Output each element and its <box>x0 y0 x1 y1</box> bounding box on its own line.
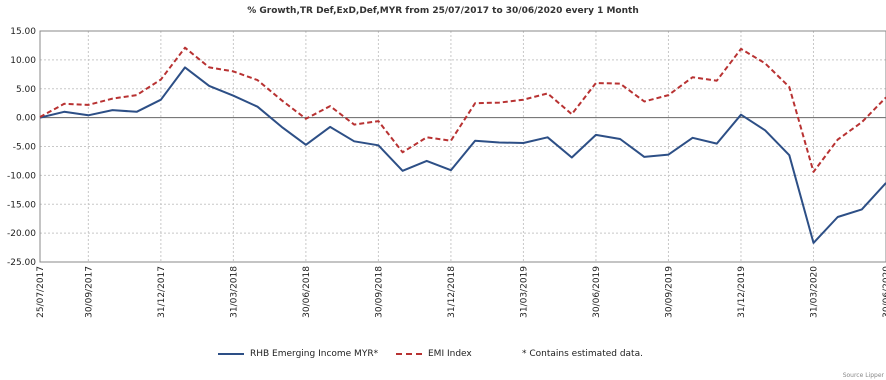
x-tick-label: 31/03/2019 <box>519 266 529 318</box>
y-tick-label: -15.00 <box>7 200 36 210</box>
y-tick-label: -20.00 <box>7 229 36 239</box>
x-tick-label: 25/07/2017 <box>36 266 46 318</box>
x-tick-label: 31/03/2020 <box>809 266 819 318</box>
y-tick-labels: 15.00 10.00 5.00 0.00 -5.00 -10.00 -15.00 -20.0… <box>7 27 36 268</box>
y-tick-label: -10.00 <box>7 171 36 181</box>
y-tick-label: 10.00 <box>10 56 36 66</box>
index-series-line <box>39 46 886 173</box>
x-tick-labels: 25/07/2017 30/09/2017 31/12/2017 31/03/2018… <box>36 266 886 318</box>
source-label: Source Lipper <box>842 372 884 379</box>
plot-frame <box>39 30 886 263</box>
x-tick-label: 30/06/2018 <box>302 266 312 318</box>
footnote: * Contains estimated data. <box>522 349 643 359</box>
x-tick-label: 30/06/2020 <box>882 266 886 318</box>
x-tick-label: 31/03/2018 <box>229 266 239 318</box>
series-layer <box>39 46 886 244</box>
x-tick-label: 31/12/2018 <box>447 266 457 318</box>
x-tick-label: 30/09/2017 <box>84 266 94 318</box>
legend-swatch-fund <box>218 353 244 355</box>
y-tick-label: -5.00 <box>13 143 37 153</box>
chart-title: % Growth,TR Def,ExD,Def,MYR from 25/07/2… <box>247 6 639 16</box>
x-tick-label: 30/09/2018 <box>374 266 384 318</box>
legend-label-fund: RHB Emerging Income MYR* <box>250 349 379 359</box>
x-tick-label: 30/09/2019 <box>664 266 674 318</box>
x-tick-label: 30/06/2019 <box>592 266 602 318</box>
axis-layer <box>39 30 886 263</box>
legend-entry-fund: RHB Emerging Income MYR* <box>218 349 378 359</box>
legend-swatch-index <box>396 353 422 355</box>
x-tick-label: 31/12/2017 <box>157 266 167 318</box>
y-tick-label: 5.00 <box>16 85 36 95</box>
y-tick-label: 15.00 <box>10 27 36 37</box>
y-tick-label: 0.00 <box>16 114 36 124</box>
fund-series-line <box>39 66 886 244</box>
x-tick-label: 31/12/2019 <box>737 266 747 318</box>
y-tick-label: -25.00 <box>7 258 36 268</box>
grid-layer <box>40 30 886 263</box>
legend-entry-index: EMI Index <box>396 349 472 359</box>
legend-label-index: EMI Index <box>428 349 472 359</box>
